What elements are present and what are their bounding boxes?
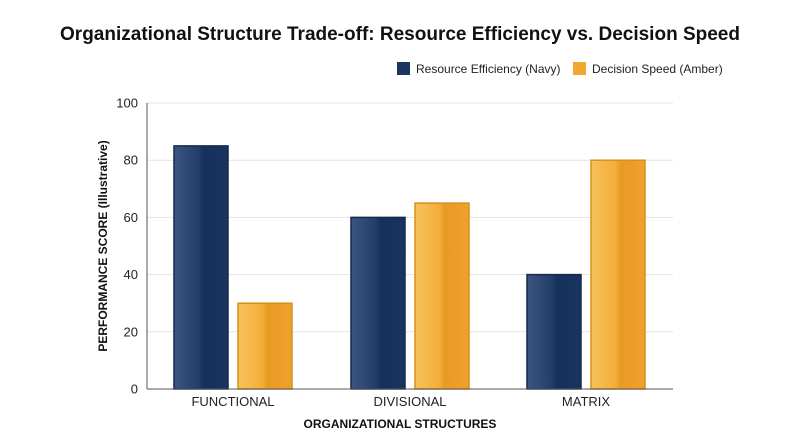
- y-tick-label: 40: [124, 267, 138, 282]
- y-tick-label: 20: [124, 324, 138, 339]
- legend-label-decision-speed: Decision Speed (Amber): [592, 62, 723, 76]
- bar-decision-speed-matrix: [590, 159, 646, 390]
- legend-label-resource-efficiency: Resource Efficiency (Navy): [416, 62, 561, 76]
- x-axis-categories: FUNCTIONAL DIVISIONAL MATRIX: [191, 394, 610, 409]
- y-tick-label: 60: [124, 210, 138, 225]
- bars: [173, 145, 646, 390]
- y-tick-label: 0: [131, 382, 138, 397]
- chart-title: Organizational Structure Trade-off: Reso…: [60, 24, 740, 45]
- x-category-label-functional: FUNCTIONAL: [191, 394, 274, 409]
- y-tick-label: 80: [124, 153, 138, 168]
- x-category-label-divisional: DIVISIONAL: [374, 394, 447, 409]
- x-category-label-matrix: MATRIX: [562, 394, 610, 409]
- bar-resource-efficiency-functional: [173, 145, 229, 390]
- legend-swatch-resource-efficiency: [397, 62, 410, 75]
- gridlines: [147, 102, 673, 333]
- x-axis-title: ORGANIZATIONAL STRUCTURES: [304, 417, 497, 431]
- bar-decision-speed-divisional: [414, 202, 470, 390]
- bar-resource-efficiency-matrix: [526, 273, 582, 390]
- y-axis-ticks: 0 20 40 60 80 100: [116, 96, 138, 397]
- legend: Resource Efficiency (Navy) Decision Spee…: [397, 62, 723, 76]
- bar-decision-speed-functional: [237, 302, 293, 390]
- bar-resource-efficiency-divisional: [350, 216, 406, 390]
- y-tick-label: 100: [116, 96, 138, 111]
- legend-swatch-decision-speed: [573, 62, 586, 75]
- y-axis-title: PERFORMANCE SCORE (Illustrative): [96, 140, 110, 351]
